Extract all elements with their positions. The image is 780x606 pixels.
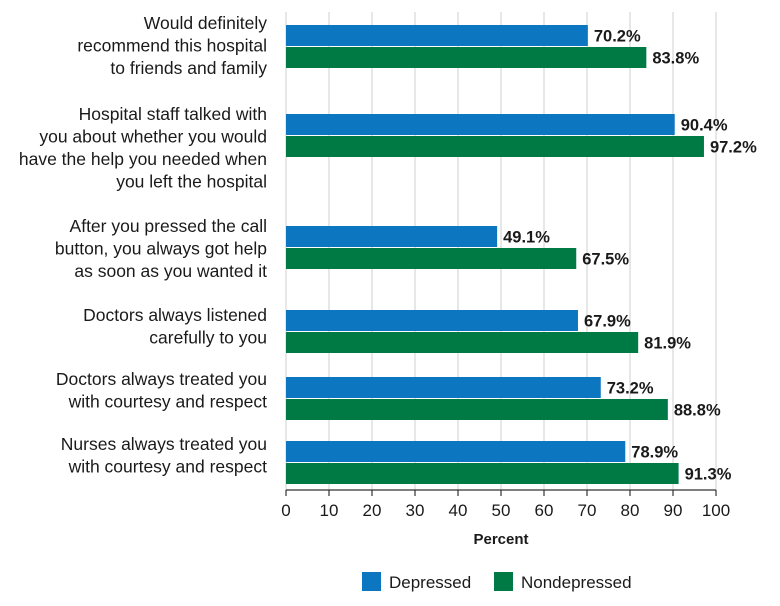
bar-depressed [286,226,498,247]
data-label: 78.9% [631,444,678,462]
data-label: 49.1% [503,229,550,247]
bar-nondepressed [286,47,647,68]
bar-nondepressed [286,463,679,484]
x-tick-label: 20 [363,501,382,520]
category-label: Doctors always listened [83,305,267,325]
x-tick-label: 90 [664,501,683,520]
bar-nondepressed [286,136,704,157]
bar-depressed [286,25,588,46]
category-label: Doctors always treated you [56,369,267,389]
bar-depressed [286,441,626,462]
x-tick-label: 30 [406,501,425,520]
x-tick-label: 50 [492,501,511,520]
bar-nondepressed [286,332,639,353]
data-label: 88.8% [674,402,721,420]
category-label: button, you always got help [55,239,267,259]
category-label: you left the hospital [116,172,267,192]
category-label: you about whether you would [39,127,267,147]
x-tick-label: 70 [578,501,597,520]
bar-depressed [286,114,675,135]
x-tick-label: 10 [320,501,339,520]
category-label: Hospital staff talked with [79,104,267,124]
data-label: 73.2% [607,380,654,398]
bar-depressed [286,377,601,398]
data-label: 83.8% [652,50,699,68]
data-label: 97.2% [710,139,757,157]
x-axis: 0 10 20 30 40 50 60 70 80 90 100 Percent [281,489,730,548]
bars: 70.2% 83.8% 90.4% 97.2% 49.1% 67.5% 67.9% 81.9%… [286,25,757,484]
x-tick-label: 60 [535,501,554,520]
data-label: 67.5% [582,251,629,269]
data-label: 91.3% [685,466,732,484]
data-label: 90.4% [681,117,728,135]
category-label: Nurses always treated you [61,434,267,454]
category-labels: Would definitely recommend this hospitalt… [19,13,267,477]
category-label: After you pressed the call [70,216,267,236]
category-label: recommend this hospital [77,36,267,56]
bar-nondepressed [286,399,668,420]
category-label: with courtesy and respect [68,392,268,412]
category-label: carefully to you [149,328,267,348]
category-label: to friends and family [110,58,267,78]
legend-swatch-nondepressed [494,572,513,591]
data-label: 81.9% [644,335,691,353]
category-label: Would definitely [144,13,267,33]
legend: Depressed Nondepressed [362,572,632,592]
legend-label: Depressed [389,573,471,592]
data-label: 67.9% [584,313,631,331]
x-tick-label: 100 [702,501,730,520]
category-label: as soon as you wanted it [74,261,267,281]
x-tick-label: 0 [281,501,290,520]
x-axis-title: Percent [473,531,528,548]
bar-nondepressed [286,248,577,269]
x-tick-label: 40 [449,501,468,520]
legend-swatch-depressed [362,572,381,591]
x-tick-label: 80 [621,501,640,520]
bar-depressed [286,310,578,331]
data-label: 70.2% [594,28,641,46]
category-label: have the help you needed when [19,149,267,169]
category-label: with courtesy and respect [68,457,268,477]
legend-label: Nondepressed [521,573,632,592]
